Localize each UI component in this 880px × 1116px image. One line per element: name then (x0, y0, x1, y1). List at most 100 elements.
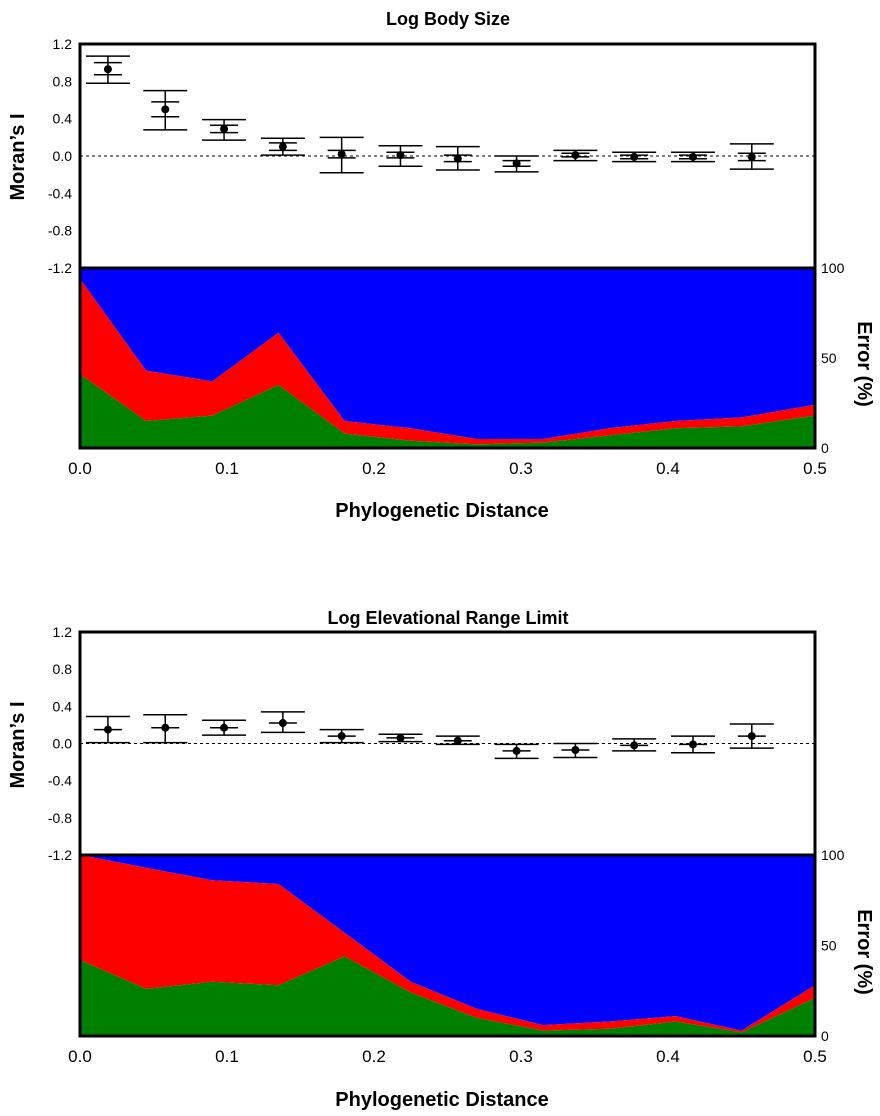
y-tick-label: 0.0 (53, 736, 73, 752)
panel-log-body-size: Log Body Size 1.2 0.8 0.4 0.0 -0.4 -0.8 -1.2 1… (7, 9, 875, 522)
chart-title: Log Elevational Range Limit (327, 608, 568, 628)
y2-tick-label: 0 (821, 440, 829, 456)
moran-point-group (378, 733, 423, 743)
y2-tick-label: 50 (821, 350, 837, 366)
moran-point (571, 151, 580, 160)
moran-point-group (378, 144, 423, 168)
plot-frame (78, 630, 817, 1038)
moran-point (220, 124, 229, 133)
error-area-blue (80, 855, 815, 1031)
moran-point (512, 159, 521, 168)
panel-log-elevational-range-limit: Log Elevational Range Limit 1.20.80.40.0… (7, 608, 875, 1111)
moran-point (103, 725, 112, 734)
moran-point-group (494, 155, 539, 173)
y-tick-label: 0.4 (53, 111, 73, 127)
x-tick-label: 0.4 (656, 1047, 680, 1066)
x-axis-title: Phylogenetic Distance (335, 500, 548, 522)
plot-border (78, 42, 817, 450)
moran-point-group (143, 713, 188, 744)
y2-tick-label: 100 (821, 847, 845, 863)
x-tick-label: 0.0 (68, 1047, 92, 1066)
moran-point (453, 154, 462, 163)
y-tick-label: 0.0 (53, 148, 73, 164)
moran-point-group (553, 149, 598, 162)
error-area-layer (80, 855, 815, 1036)
error-area-green (80, 956, 815, 1036)
y2-tick-label: 0 (821, 1028, 829, 1044)
y2-axis-title: Error (%) (853, 321, 875, 407)
error-area-blue (80, 268, 815, 439)
moran-point (571, 746, 580, 755)
y-tick-label: -1.2 (48, 260, 72, 276)
x-tick-labels: 0.0 0.1 0.2 0.3 0.4 0.5 (68, 459, 827, 478)
x-tick-label: 0.5 (803, 1047, 827, 1066)
moran-point-group (319, 136, 364, 174)
y-tick-label: -0.4 (48, 773, 72, 789)
moran-point (161, 105, 170, 114)
moran-point-group (612, 151, 657, 163)
moran-point (688, 152, 697, 161)
moran-point-group (85, 55, 130, 84)
moran-point (747, 732, 756, 741)
x-tick-label: 0.2 (362, 1047, 386, 1066)
y-tick-label: 0.4 (53, 698, 73, 714)
moran-point (220, 723, 229, 732)
moran-point (278, 719, 287, 728)
y2-tick-label: 50 (821, 938, 837, 954)
moran-point (337, 732, 346, 741)
x-tick-label: 0.2 (362, 459, 386, 478)
y2-tick-label: 100 (821, 260, 845, 276)
moran-point (278, 142, 287, 151)
x-tick-label: 0.4 (656, 459, 680, 478)
moran-point-group (729, 723, 774, 749)
y-tick-label: -0.8 (48, 223, 72, 239)
y-tick-labels: 1.2 0.8 0.4 0.0 -0.4 -0.8 -1.2 (48, 36, 72, 276)
moran-point-group (670, 735, 715, 754)
error-area-red (80, 855, 815, 1033)
y2-tick-labels: 100 50 0 (821, 847, 845, 1044)
moran-layer (80, 711, 815, 760)
y-tick-label: -1.2 (48, 847, 72, 863)
plot-frame (78, 42, 817, 450)
moran-point-group (202, 118, 247, 141)
moran-point (337, 150, 346, 159)
moran-point-group (670, 151, 715, 163)
moran-point-group (260, 711, 305, 734)
y-tick-label: -0.8 (48, 810, 72, 826)
moran-point-group (435, 145, 480, 171)
moran-point (161, 723, 170, 732)
x-axis-title: Phylogenetic Distance (335, 1089, 548, 1111)
y-tick-label: 0.8 (53, 661, 73, 677)
y-tick-label: 0.8 (53, 73, 73, 89)
x-tick-labels: 0.0 0.1 0.2 0.3 0.4 0.5 (68, 1047, 827, 1066)
moran-point (103, 65, 112, 74)
moran-point (396, 733, 405, 742)
moran-point-group (260, 137, 305, 156)
moran-point-group (202, 719, 247, 736)
x-tick-label: 0.5 (803, 459, 827, 478)
y-axis-title: Moran’s I (7, 701, 29, 788)
moran-point (688, 740, 697, 749)
moran-point (630, 152, 639, 161)
y2-tick-labels: 100 50 0 (821, 260, 845, 456)
error-area-layer (80, 268, 815, 448)
plot-border (78, 630, 817, 1038)
x-tick-label: 0.1 (215, 1047, 239, 1066)
y-tick-label: 1.2 (53, 36, 73, 52)
moran-point (453, 736, 462, 745)
moran-point-group (612, 738, 657, 752)
moran-point (747, 152, 756, 161)
x-tick-label: 0.0 (68, 459, 92, 478)
moran-point (512, 746, 521, 755)
moran-point (630, 741, 639, 750)
y-tick-label: -0.4 (48, 185, 72, 201)
y-tick-label: 1.2 (53, 624, 73, 640)
x-tick-label: 0.1 (215, 459, 239, 478)
x-tick-label: 0.3 (509, 1047, 533, 1066)
error-area-green (80, 374, 815, 448)
y-tick-labels: 1.2 0.8 0.4 0.0 -0.4 -0.8 -1.2 (48, 624, 72, 863)
moran-point-group (319, 728, 364, 744)
moran-point-group (85, 715, 130, 744)
x-tick-label: 0.3 (509, 459, 533, 478)
